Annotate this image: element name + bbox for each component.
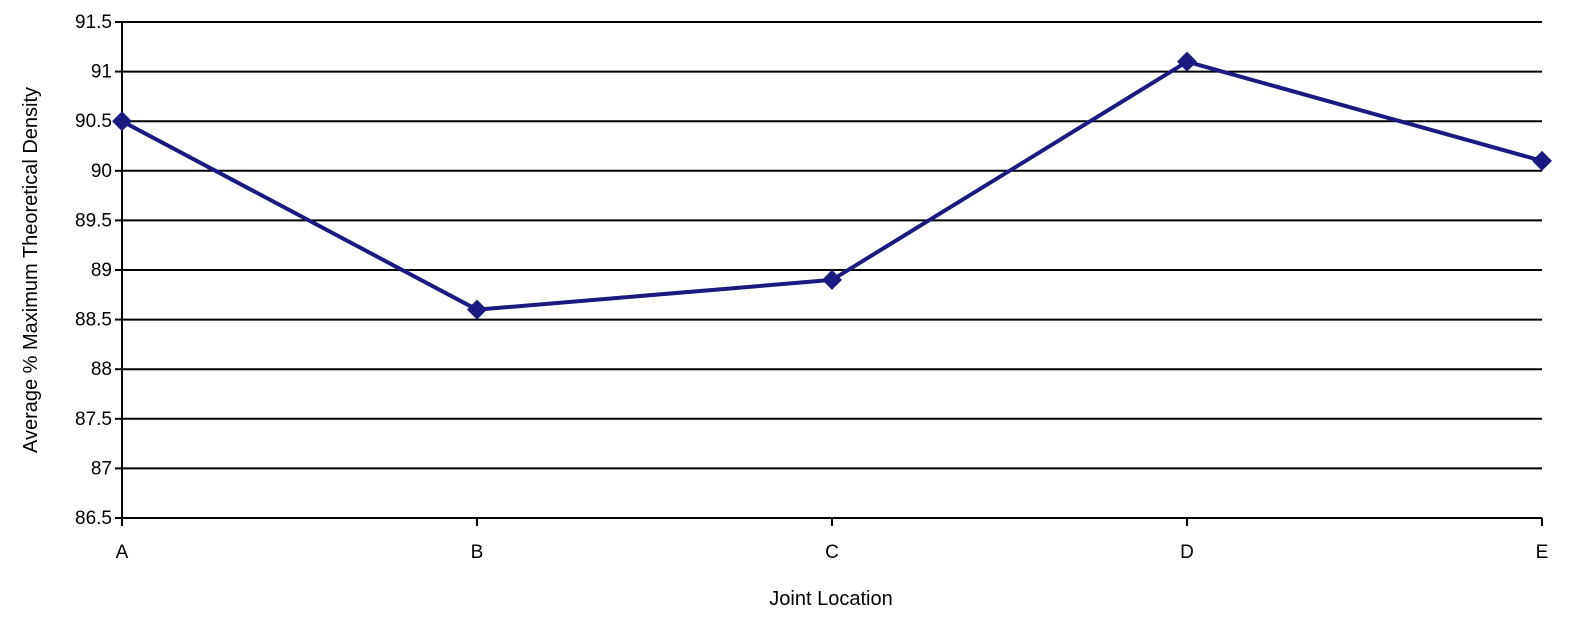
data-point-marker <box>467 299 487 320</box>
x-tick-label: A <box>116 542 129 563</box>
data-point-marker <box>822 269 842 290</box>
x-tick-label: C <box>825 542 839 563</box>
x-axis-title: Joint Location <box>769 588 892 610</box>
y-tick-label: 90 <box>91 161 112 182</box>
data-point-marker <box>112 111 132 132</box>
x-tick-label: D <box>1180 542 1194 563</box>
x-tick-label: B <box>471 542 484 563</box>
y-tick-label: 91.5 <box>75 12 112 33</box>
y-axis-title: Average % Maximum Theoretical Density <box>20 87 42 453</box>
data-point-marker <box>1532 150 1552 171</box>
data-point-marker <box>1177 51 1197 72</box>
data-series <box>112 51 1552 320</box>
y-tick-label: 91 <box>91 62 112 83</box>
y-axis-ticks: 86.5 87 87.5 88 88.5 89 89.5 90 90.5 91 91.5 <box>75 12 122 529</box>
y-tick-label: 89.5 <box>75 210 112 231</box>
x-tick-label: E <box>1536 542 1549 563</box>
y-tick-label: 88.5 <box>75 310 112 331</box>
y-tick-label: 87 <box>91 458 112 479</box>
y-tick-label: 89 <box>91 260 112 281</box>
y-tick-label: 87.5 <box>75 409 112 430</box>
y-tick-label: 88 <box>91 359 112 380</box>
x-axis-ticks: A B C D E <box>116 518 1549 563</box>
y-tick-label: 90.5 <box>75 111 112 132</box>
y-tick-label: 86.5 <box>75 508 112 529</box>
